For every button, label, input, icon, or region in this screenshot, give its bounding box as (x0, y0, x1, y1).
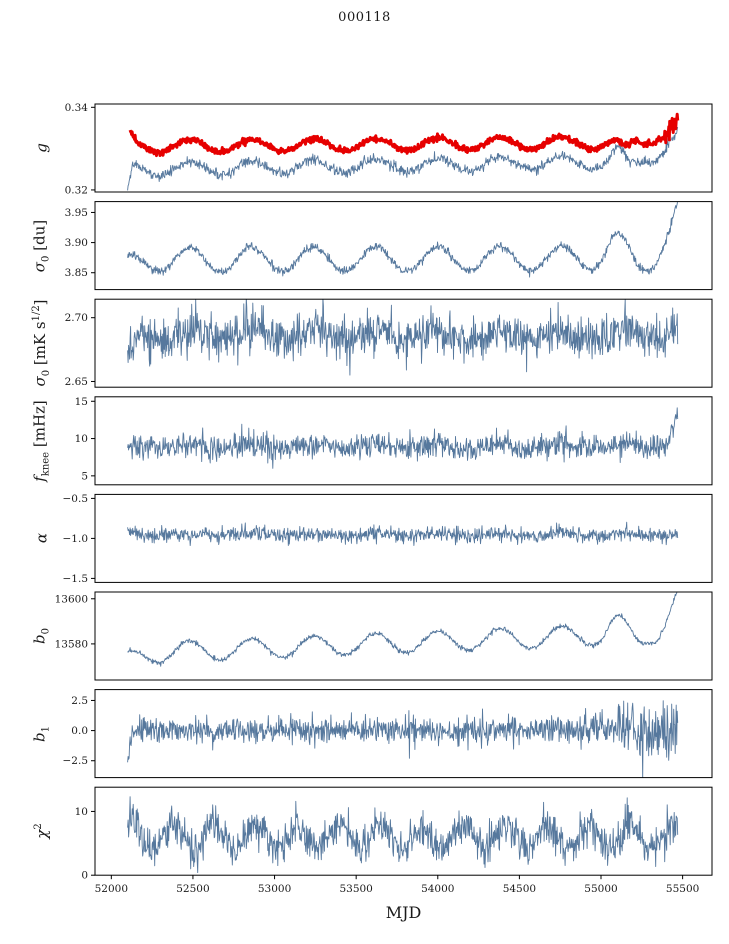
y-tick-label: 0 (81, 870, 88, 882)
series-sigma0-du (127, 201, 678, 278)
series-chi2 (127, 796, 679, 874)
y-tick-label: 13580 (55, 638, 88, 650)
panel-frame-b1 (94, 689, 713, 779)
x-tick-label: 53500 (339, 883, 372, 895)
y-axis-label-sigma0-mk: σ0 [mK s1/2] (31, 299, 52, 387)
x-tick-label: 52000 (95, 883, 128, 895)
x-tick-label: 55500 (666, 883, 699, 895)
y-axis-label-b0: b0 (30, 628, 52, 644)
x-tick-label: 53000 (258, 883, 291, 895)
series-fknee (127, 407, 679, 469)
y-tick-label: −2.5 (63, 755, 89, 767)
y-tick-label: 3.90 (65, 237, 88, 249)
x-axis-label: MJD (385, 903, 422, 922)
y-tick-label: 0.0 (71, 725, 88, 737)
y-tick-label: −1.5 (63, 573, 89, 585)
y-axis-label-alpha: α (32, 533, 51, 544)
x-tick-label: 54000 (421, 883, 454, 895)
panel-frame-sigma0-du (94, 201, 713, 291)
panel-frame-b0 (94, 591, 713, 681)
panel-b0: 13580 13600 (55, 591, 713, 681)
x-tick-label: 52500 (176, 883, 209, 895)
y-tick-label: 2.65 (65, 376, 88, 388)
x-tick-label: 55000 (584, 883, 617, 895)
series-b0 (127, 592, 678, 667)
panel-frame-sigma0-mk (94, 298, 713, 388)
series-g-raw (127, 126, 679, 191)
panel-alpha: −1.5 −1.0 −0.5 (63, 493, 713, 585)
panel-frame-fknee (94, 396, 713, 486)
y-tick-label: 2.5 (71, 695, 88, 707)
panel-b1: −2.5 0.0 2.5 (63, 689, 713, 779)
series-b1 (127, 700, 679, 778)
y-axis-label-chi2: χ2 (33, 823, 51, 839)
panel-g: 0.32 0.34 (65, 102, 713, 196)
series-alpha (127, 521, 679, 547)
panel-fknee: 5 10 15 (75, 396, 713, 486)
y-tick-label: 10 (75, 806, 88, 818)
y-axis-label-fknee: fknee [mHz] (30, 400, 52, 482)
y-axis-label-sigma0-du: σ0 [du] (30, 219, 52, 272)
series-g-mean (128, 112, 680, 158)
y-tick-label: −0.5 (63, 493, 89, 505)
y-tick-label: 13600 (55, 593, 88, 605)
x-tick-label: 54500 (503, 883, 536, 895)
y-tick-label: 3.85 (65, 267, 88, 279)
panel-chi2: 0 10 52000 52500 53000 53500 54000 54500 55000 55… (75, 786, 713, 895)
y-tick-label: 5 (81, 470, 88, 482)
y-tick-label: 15 (75, 396, 88, 408)
y-axis-label-b1: b1 (30, 725, 52, 742)
chart-title: 000118 (338, 10, 391, 25)
y-tick-label: 2.70 (65, 312, 88, 324)
panel-frame-chi2 (94, 786, 713, 876)
y-axis-label-g: g (32, 143, 51, 153)
y-tick-label: 0.32 (65, 184, 88, 196)
y-tick-label: 0.34 (65, 102, 89, 114)
y-tick-label: 10 (75, 433, 88, 445)
series-sigma0-mk (127, 299, 679, 376)
panel-frame-g (94, 103, 713, 193)
y-tick-label: −1.0 (63, 533, 89, 545)
panel-sigma0-du: 3.85 3.90 3.95 (65, 201, 713, 291)
panel-sigma0-mk: 2.65 2.70 (65, 298, 713, 388)
y-tick-label: 3.95 (65, 207, 88, 219)
